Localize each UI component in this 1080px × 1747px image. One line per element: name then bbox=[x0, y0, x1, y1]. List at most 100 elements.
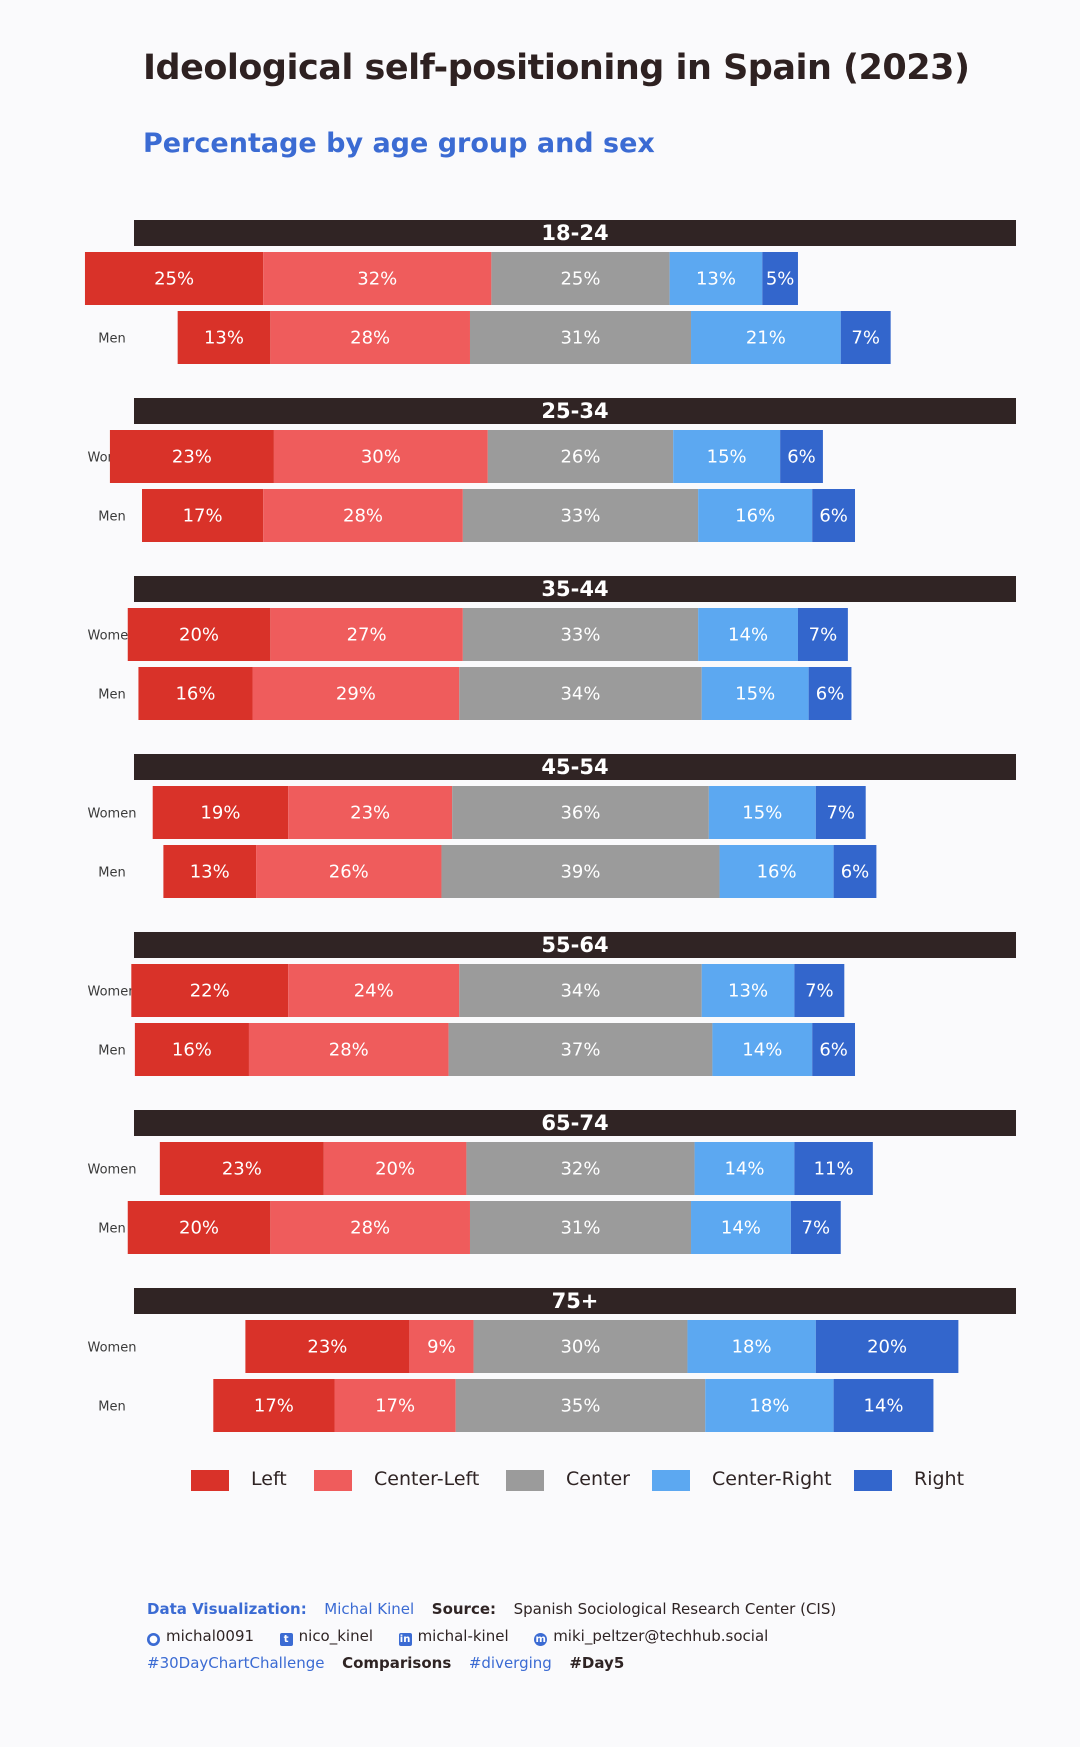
age-group-label: 55-64 bbox=[541, 933, 608, 957]
bar-segment-center-right bbox=[687, 1320, 816, 1373]
data-label: 28% bbox=[329, 1040, 369, 1061]
data-label: 14% bbox=[742, 1040, 782, 1061]
data-label: 13% bbox=[190, 862, 230, 883]
hashtag-challenge[interactable]: #30DayChartChallenge bbox=[147, 1654, 325, 1672]
age-group-label: 75+ bbox=[552, 1289, 599, 1313]
bar-segment-left bbox=[109, 430, 274, 483]
bar-segment-right bbox=[794, 1142, 873, 1195]
data-label: 7% bbox=[826, 803, 855, 824]
footer: Data Visualization: Michal Kinel Source:… bbox=[147, 1596, 836, 1677]
diverging-bar-chart: 18-24 Women 25% 32% 25% 13% 5% Men 13% 28% 31% 21% 7… bbox=[84, 220, 1016, 1432]
age-group-label: 65-74 bbox=[541, 1111, 608, 1135]
bar-row-men: Men 13% 26% 39% 16% 6% bbox=[98, 845, 877, 898]
data-label: 28% bbox=[343, 506, 383, 527]
data-label: 7% bbox=[809, 625, 838, 646]
bar-row-women: Women 19% 23% 36% 15% 7% bbox=[88, 786, 866, 839]
age-group-18-24: 18-24Women25%32%25%13%5%Men13%28%31%21%7… bbox=[84, 220, 1016, 364]
bar-segment-center-left bbox=[270, 311, 470, 364]
data-label: 15% bbox=[742, 803, 782, 824]
age-group-header bbox=[134, 932, 1016, 958]
data-label: 21% bbox=[746, 328, 786, 349]
bar-segment-center bbox=[441, 845, 720, 898]
data-label: 7% bbox=[851, 328, 880, 349]
bar-segment-center bbox=[462, 608, 699, 661]
bar-row-men: Men 16% 28% 37% 14% 6% bbox=[98, 1023, 856, 1076]
bar-segment-center bbox=[459, 667, 702, 720]
data-label: 35% bbox=[560, 1396, 600, 1417]
age-group-25-34: 25-34Women23%30%26%15%6%Men17%28%33%16%6… bbox=[88, 398, 1016, 542]
bar-segment-center-right bbox=[719, 845, 834, 898]
data-label: 39% bbox=[560, 862, 600, 883]
bar-segment-left bbox=[245, 1320, 410, 1373]
hashtags-row: #30DayChartChallenge Comparisons #diverg… bbox=[147, 1650, 836, 1677]
age-group-header bbox=[134, 1288, 1016, 1314]
twitter-link[interactable]: t nico_kinel bbox=[279, 1627, 373, 1646]
data-label: 6% bbox=[841, 862, 870, 883]
data-label: 30% bbox=[361, 447, 401, 468]
mastodon-link[interactable]: m miki_peltzer@techhub.social bbox=[534, 1627, 768, 1646]
bar-row-men: Men 17% 17% 35% 18% 14% bbox=[98, 1379, 934, 1432]
bar-row-men: Men 20% 28% 31% 14% 7% bbox=[98, 1201, 841, 1254]
linkedin-icon: in bbox=[398, 1633, 412, 1646]
bar-segment-left bbox=[163, 845, 257, 898]
github-link[interactable]: ● michal0091 bbox=[147, 1627, 255, 1646]
data-label: 20% bbox=[179, 625, 219, 646]
bar-segment-right bbox=[812, 489, 856, 542]
legend-label: Right bbox=[914, 1468, 965, 1490]
data-label: 18% bbox=[732, 1337, 772, 1358]
bar-row-women: Women 23% 9% 30% 18% 20% bbox=[88, 1320, 959, 1373]
bar-segment-right bbox=[812, 1023, 856, 1076]
bar-segment-center-left bbox=[252, 667, 460, 720]
data-label: 11% bbox=[814, 1159, 854, 1180]
age-group-header bbox=[134, 398, 1016, 424]
age-group-label: 18-24 bbox=[541, 221, 608, 245]
data-label: 26% bbox=[329, 862, 369, 883]
age-group-45-54: 45-54 Women 19% 23% 36% 15% 7% Men 13% 26% 39% 16% 6… bbox=[88, 754, 1016, 898]
bar-segment-center bbox=[466, 1142, 695, 1195]
chart-subtitle: Percentage by age group and sex bbox=[143, 128, 655, 159]
linkedin-handle: michal-kinel bbox=[417, 1627, 509, 1645]
age-group-header bbox=[134, 220, 1016, 246]
github-handle: michal0091 bbox=[166, 1627, 255, 1645]
row-label: Men bbox=[98, 1400, 125, 1415]
legend-swatch bbox=[854, 1470, 892, 1491]
bar-segment-center-left bbox=[270, 608, 463, 661]
age-group-35-44: 35-44 Women 20% 27% 33% 14% 7% Men 16% 29% 34% 15% 6… bbox=[88, 576, 1016, 720]
data-label: 33% bbox=[560, 625, 600, 646]
age-group-55-64: 55-64 Women 22% 24% 34% 13% 7% Men 16% 28% 37% 14% 6… bbox=[88, 932, 1016, 1076]
legend-swatch bbox=[652, 1470, 690, 1491]
bar-segment-left bbox=[131, 964, 289, 1017]
bar-row-men: Men 16% 29% 34% 15% 6% bbox=[98, 667, 852, 720]
data-label: 6% bbox=[787, 447, 816, 468]
bar-segment-center-right bbox=[669, 252, 763, 305]
bar-segment-center-right bbox=[694, 1142, 795, 1195]
bar-segment-center bbox=[491, 252, 670, 305]
row-label: Women bbox=[88, 1341, 137, 1356]
data-label: 14% bbox=[721, 1218, 761, 1239]
data-label: 14% bbox=[728, 625, 768, 646]
age-group-header bbox=[134, 1110, 1016, 1136]
bar-segment-right bbox=[797, 608, 848, 661]
data-label: 28% bbox=[350, 1218, 390, 1239]
row-label: Men bbox=[98, 1222, 125, 1237]
data-label: 33% bbox=[560, 506, 600, 527]
bar-row-women: Women 20% 27% 33% 14% 7% bbox=[88, 608, 848, 661]
bar-segment-center bbox=[452, 786, 709, 839]
linkedin-link[interactable]: in michal-kinel bbox=[398, 1627, 509, 1646]
author-link[interactable]: Michal Kinel bbox=[324, 1600, 415, 1618]
social-links-row: ● michal0091 t nico_kinel in michal-kinel m… bbox=[147, 1623, 836, 1650]
hashtag-diverging[interactable]: #diverging bbox=[468, 1654, 552, 1672]
bar-segment-center-right bbox=[698, 608, 798, 661]
bar-row-women: Women 22% 24% 34% 13% 7% bbox=[88, 964, 845, 1017]
mastodon-icon: m bbox=[534, 1633, 548, 1646]
bar-segment-right bbox=[815, 786, 866, 839]
data-label: 34% bbox=[560, 981, 600, 1002]
bar-segment-right bbox=[780, 430, 823, 483]
data-label: 26% bbox=[560, 447, 600, 468]
github-icon: ● bbox=[147, 1633, 160, 1646]
bar-segment-right bbox=[840, 311, 891, 364]
data-label: 16% bbox=[172, 1040, 212, 1061]
row-label: Men bbox=[98, 1044, 125, 1059]
bar-segment-center-right bbox=[701, 667, 809, 720]
